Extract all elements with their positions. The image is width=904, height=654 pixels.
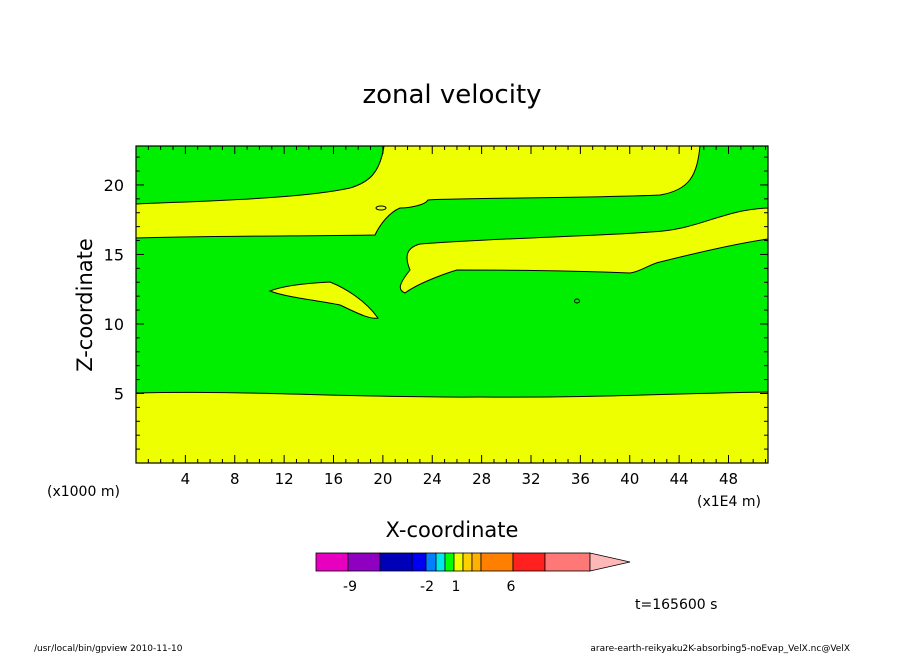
chart-title: zonal velocity [362, 80, 541, 110]
y-axis: 5 10 15 20 [104, 156, 768, 464]
x-tick-label: 20 [373, 470, 392, 488]
x-tick-label: 12 [275, 470, 294, 488]
colorbar-segment [435, 552, 446, 572]
upper-yellow-band [135, 145, 701, 239]
colorbar-segment [379, 552, 413, 572]
colorbar-segment [453, 552, 464, 572]
y-tick-label: 15 [104, 245, 124, 264]
footer-left: /usr/local/bin/gpview 2010-11-10 [34, 644, 183, 654]
y-axis-label: Z-coordinate [73, 238, 97, 372]
x-tick-label: 28 [472, 470, 491, 488]
x-tick-label: 32 [521, 470, 540, 488]
y-tick-label: 10 [104, 315, 124, 334]
small-contour-loop [574, 298, 580, 304]
colorbar-label: 1 [452, 579, 461, 595]
small-contour-loop [375, 205, 387, 211]
colorbar-segment [444, 552, 455, 572]
footer-right: arare-earth-reikyaku2K-absorbing5-noEvap… [590, 644, 850, 654]
colorbar-segment [480, 552, 514, 572]
colorbar-label: -9 [343, 579, 357, 595]
x-tick-label: 24 [423, 470, 442, 488]
x-tick-label: 36 [571, 470, 590, 488]
colorbar: -9 -2 1 6 [315, 552, 631, 595]
middle-yellow-band [399, 207, 769, 294]
colorbar-segment [315, 552, 349, 572]
colorbar-segment [512, 552, 546, 572]
x-unit-label: (x1E4 m) [697, 494, 761, 510]
colorbar-segment [462, 552, 473, 572]
x-tick-label: 16 [324, 470, 343, 488]
colorbar-segment [544, 552, 591, 572]
colorbar-label: 6 [507, 579, 516, 595]
x-tick-label: 40 [620, 470, 639, 488]
x-axis: 4 8 12 16 20 24 28 32 36 40 44 48 [135, 146, 767, 488]
y-unit-label: (x1000 m) [47, 484, 120, 500]
small-yellow-lens [268, 281, 379, 319]
y-tick-label: 20 [104, 176, 124, 195]
x-tick-label: 8 [230, 470, 240, 488]
time-label: t=165600 s [635, 597, 717, 613]
lower-yellow-band [135, 391, 769, 464]
colorbar-arrow [589, 552, 631, 572]
plot-frame [135, 145, 769, 464]
x-tick-label: 4 [181, 470, 191, 488]
plot-area [135, 145, 769, 464]
x-axis-label: X-coordinate [386, 518, 519, 542]
colorbar-segment [347, 552, 381, 572]
colorbar-segment [425, 552, 437, 572]
y-tick-label: 5 [114, 384, 124, 403]
colorbar-segment [471, 552, 482, 572]
colorbar-label: -2 [420, 579, 434, 595]
colorbar-segment [411, 552, 427, 572]
x-tick-label: 44 [670, 470, 689, 488]
x-tick-label: 48 [719, 470, 738, 488]
